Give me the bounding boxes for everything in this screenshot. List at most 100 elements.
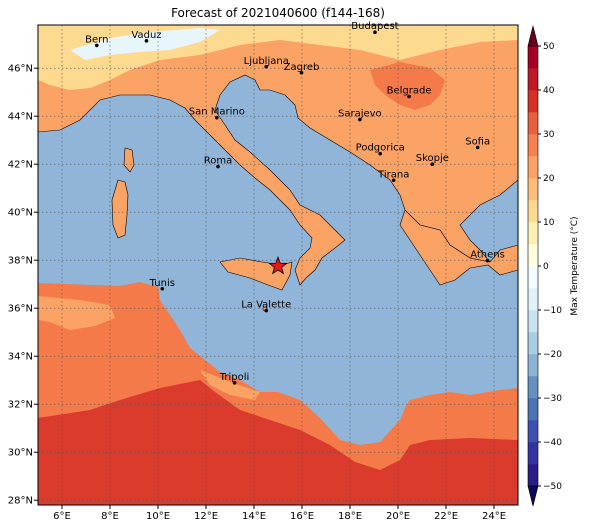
north-africa-light [38,296,115,330]
colorbar-segment [528,68,538,91]
city-dot [299,70,304,75]
colorbar-segment [528,354,538,377]
colorbar-tick-label: 20 [543,174,555,184]
city-dot [160,286,165,291]
y-tick-label: 44°N [8,112,33,123]
city-label: Skopje [416,153,449,164]
city-dot [264,64,269,69]
city-label: Athens [470,250,505,261]
colorbar-segment [528,332,538,355]
city-label: Belgrade [387,86,432,97]
colorbar-tick-label: −40 [543,438,562,448]
y-tick-label: 34°N [8,352,33,363]
y-tick-label: 28°N [8,496,33,507]
colorbar-segment [528,134,538,157]
colorbar-tick-label: 40 [543,86,555,96]
city-dot [391,178,396,183]
city-dot [475,145,480,150]
colorbar-tick-label: 30 [543,130,555,140]
balkan-warm [370,62,445,110]
map-title: Forecast of 2021040600 (f144-168) [171,6,385,20]
colorbar-tick-label: 50 [543,42,555,52]
x-tick-label: 10°E [146,511,170,522]
city-dot [378,151,383,156]
colorbar-segment [528,178,538,201]
x-tick-label: 6°E [53,511,71,522]
colorbar-extend-low [527,485,539,507]
colorbar-segment [528,288,538,311]
city-label: Zagreb [284,62,320,73]
city-dot [264,308,269,313]
city-label: La Valette [241,300,291,311]
city-dot [373,30,377,34]
city-dot [232,381,237,385]
colorbar-segment [528,90,538,113]
x-tick-label: 8°E [101,511,119,522]
x-tick-label: 16°E [290,511,314,522]
colorbar-title: Max Temperature (°C) [570,216,580,315]
city-label: Budapest [351,21,398,32]
y-tick-label: 38°N [8,256,33,267]
city-dot [216,164,220,169]
sardinia [111,179,129,239]
greece [399,209,518,286]
map-frame [37,24,519,506]
colorbar-tick-label: −20 [543,350,562,360]
city-dot [95,43,99,48]
x-tick-label: 22°E [434,511,458,522]
colorbar-segment [528,442,538,465]
colorbar-tick-label: −50 [543,482,562,492]
colorbar-segment [528,222,538,245]
x-tick-label: 20°E [386,511,410,522]
colorbar-segment [528,464,538,487]
colorbar-tick-label: −30 [543,394,562,404]
libya-light [200,370,260,400]
colorbar: −50 −40 −30 −20 −10 0 10 20 30 40 50 Max Temperatur… [527,25,580,507]
city-label: Tunis [149,278,175,289]
axis-ticks: 6°E 8°E 10°E 12°E 14°E 16°E 18°E 20°E 22°E 24°E 28… [8,64,506,522]
y-tick-label: 42°N [8,160,33,171]
colorbar-segment [528,310,538,333]
colorbar-segment [528,244,538,267]
colorbar-tick-label: 0 [543,262,549,272]
colorbar-segment [528,266,538,289]
colorbar-segment [528,156,538,179]
colorbar-segment [528,200,538,223]
city-dot [215,115,219,120]
city-label: Tripoli [219,372,250,383]
colorbar-segment [528,112,538,135]
city-dot [407,94,411,99]
city-label: San Marino [189,107,245,118]
city-dot [430,162,435,166]
city-dot [144,39,149,43]
corsica [123,147,135,173]
x-tick-label: 14°E [242,511,266,522]
y-tick-label: 32°N [8,400,33,411]
star-marker-icon [268,256,288,275]
city-dot [485,258,490,263]
city-label: Vaduz [131,30,161,41]
city-label: Bern [85,34,108,45]
y-tick-label: 36°N [8,304,33,315]
colorbar-segment [528,46,538,69]
event-marker [268,256,288,275]
alps-cold [70,28,220,60]
gridlines [38,25,518,505]
colorbar-extend-high [527,25,539,47]
colorbar-segment [528,420,538,443]
colorbar-segment [528,398,538,421]
city-label: Sofia [465,136,490,147]
colorbar-tick-label: −10 [543,306,562,316]
city-label: Tirana [377,169,409,180]
x-tick-label: 18°E [338,511,362,522]
city-dot [358,117,362,122]
y-tick-label: 40°N [8,208,33,219]
colorbar-segment [528,376,538,399]
y-tick-label: 46°N [8,64,33,75]
city-label: Ljubljana [244,56,289,67]
colorbar-tick-label: 10 [543,218,555,228]
y-tick-label: 30°N [8,448,33,459]
x-tick-label: 24°E [482,511,506,522]
